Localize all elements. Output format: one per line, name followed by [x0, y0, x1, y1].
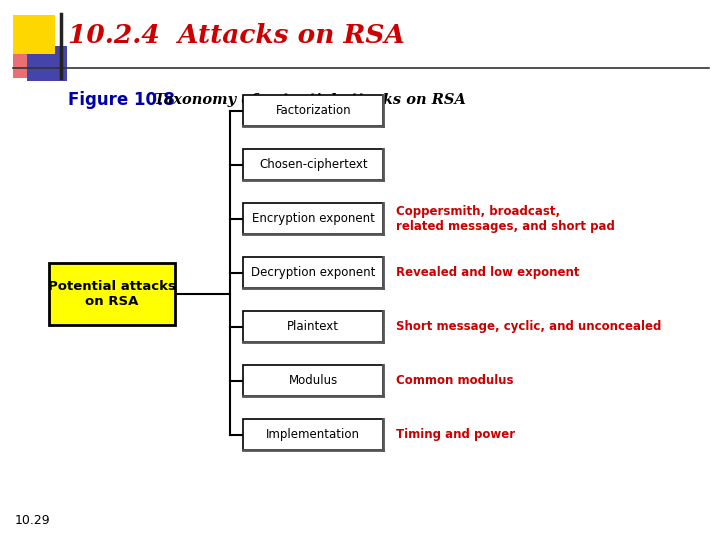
FancyBboxPatch shape: [243, 203, 383, 234]
FancyBboxPatch shape: [243, 149, 383, 180]
FancyBboxPatch shape: [243, 311, 383, 342]
FancyBboxPatch shape: [49, 263, 174, 325]
Text: Factorization: Factorization: [275, 104, 351, 117]
Text: Common modulus: Common modulus: [396, 374, 514, 387]
Text: 10.29: 10.29: [14, 514, 50, 526]
Bar: [13, 46, 49, 78]
FancyBboxPatch shape: [243, 419, 383, 450]
Bar: [27, 46, 67, 81]
Text: Encryption exponent: Encryption exponent: [252, 212, 374, 225]
Text: Coppersmith, broadcast,
related messages, and short pad: Coppersmith, broadcast, related messages…: [396, 205, 615, 233]
Text: Plaintext: Plaintext: [287, 320, 339, 333]
FancyBboxPatch shape: [243, 95, 383, 126]
Text: Decryption exponent: Decryption exponent: [251, 266, 375, 279]
Text: Short message, cyclic, and unconcealed: Short message, cyclic, and unconcealed: [396, 320, 662, 333]
Text: Timing and power: Timing and power: [396, 428, 516, 441]
Text: Taxonomy of potential attacks on RSA: Taxonomy of potential attacks on RSA: [144, 93, 466, 107]
Bar: [13, 15, 55, 54]
Text: Chosen-ciphertext: Chosen-ciphertext: [259, 158, 367, 171]
FancyBboxPatch shape: [243, 257, 383, 288]
Text: Modulus: Modulus: [289, 374, 338, 387]
Text: Revealed and low exponent: Revealed and low exponent: [396, 266, 580, 279]
FancyBboxPatch shape: [243, 365, 383, 396]
Text: 10.2.4  Attacks on RSA: 10.2.4 Attacks on RSA: [68, 23, 405, 48]
Text: Potential attacks
on RSA: Potential attacks on RSA: [48, 280, 176, 308]
Text: Figure 10.8: Figure 10.8: [68, 91, 175, 109]
Text: Implementation: Implementation: [266, 428, 360, 441]
